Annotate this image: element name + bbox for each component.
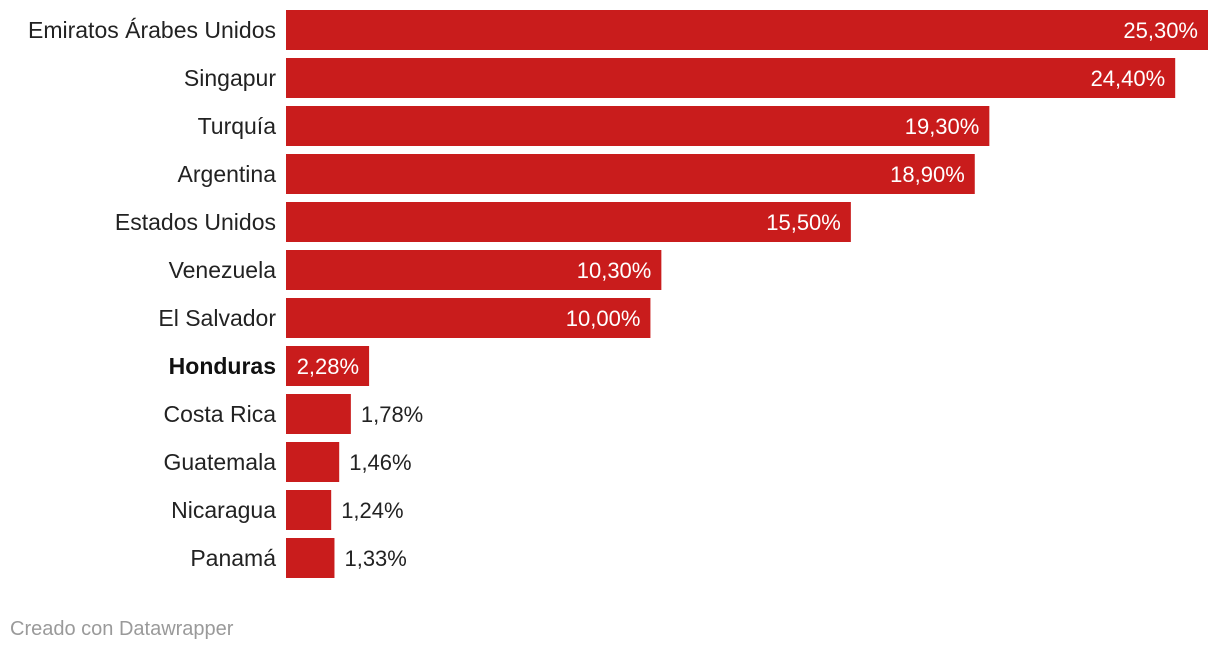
bar-singapur [286,58,1176,98]
category-label-emiratos-arabes-unidos: Emiratos Árabes Unidos [28,17,276,43]
category-label-honduras: Honduras [169,353,276,379]
bar-chart: Emiratos Árabes Unidos 25,30% Singapur 24,4… [28,10,1208,578]
bar-argentina [286,154,975,194]
category-label-guatemala: Guatemala [163,449,276,475]
bar-el-salvador [286,298,651,338]
value-label-guatemala: 1,46% [349,450,411,475]
category-label-turquia: Turquía [198,113,277,139]
bar-honduras [286,346,370,386]
category-label-nicaragua: Nicaragua [171,497,276,523]
bar-guatemala [286,442,340,482]
value-label-panama: 1,33% [344,546,406,571]
category-label-argentina: Argentina [178,161,277,187]
value-label-emiratos-arabes-unidos: 25,30% [1123,18,1198,43]
bar-costa-rica [286,394,351,434]
value-label-nicaragua: 1,24% [341,498,403,523]
bar-panama [286,538,335,578]
value-label-costa-rica: 1,78% [361,402,423,427]
bar-turquia [286,106,990,146]
category-label-venezuela: Venezuela [169,257,277,283]
value-label-honduras: 2,28% [297,354,359,379]
datawrapper-credit[interactable]: Creado con Datawrapper [10,618,234,640]
value-label-venezuela: 10,30% [577,258,652,283]
category-label-estados-unidos: Estados Unidos [115,209,276,235]
value-label-singapur: 24,40% [1091,66,1166,91]
bar-emiratos-arabes-unidos [286,10,1208,50]
value-label-estados-unidos: 15,50% [766,210,841,235]
category-label-costa-rica: Costa Rica [164,401,277,427]
category-label-el-salvador: El Salvador [158,305,276,331]
bar-nicaragua [286,490,332,530]
value-label-el-salvador: 10,00% [566,306,641,331]
category-label-singapur: Singapur [184,65,276,91]
bar-estados-unidos [286,202,851,242]
bar-venezuela [286,250,662,290]
value-label-turquia: 19,30% [905,114,980,139]
value-label-argentina: 18,90% [890,162,965,187]
category-label-panama: Panamá [190,545,276,571]
